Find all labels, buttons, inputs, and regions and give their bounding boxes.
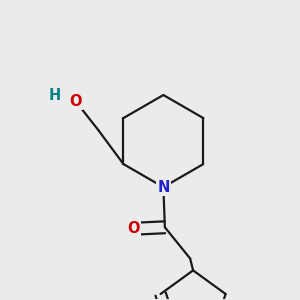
Text: O: O xyxy=(128,221,140,236)
Text: H: H xyxy=(49,88,61,103)
Text: O: O xyxy=(70,94,82,109)
Text: N: N xyxy=(157,180,170,195)
